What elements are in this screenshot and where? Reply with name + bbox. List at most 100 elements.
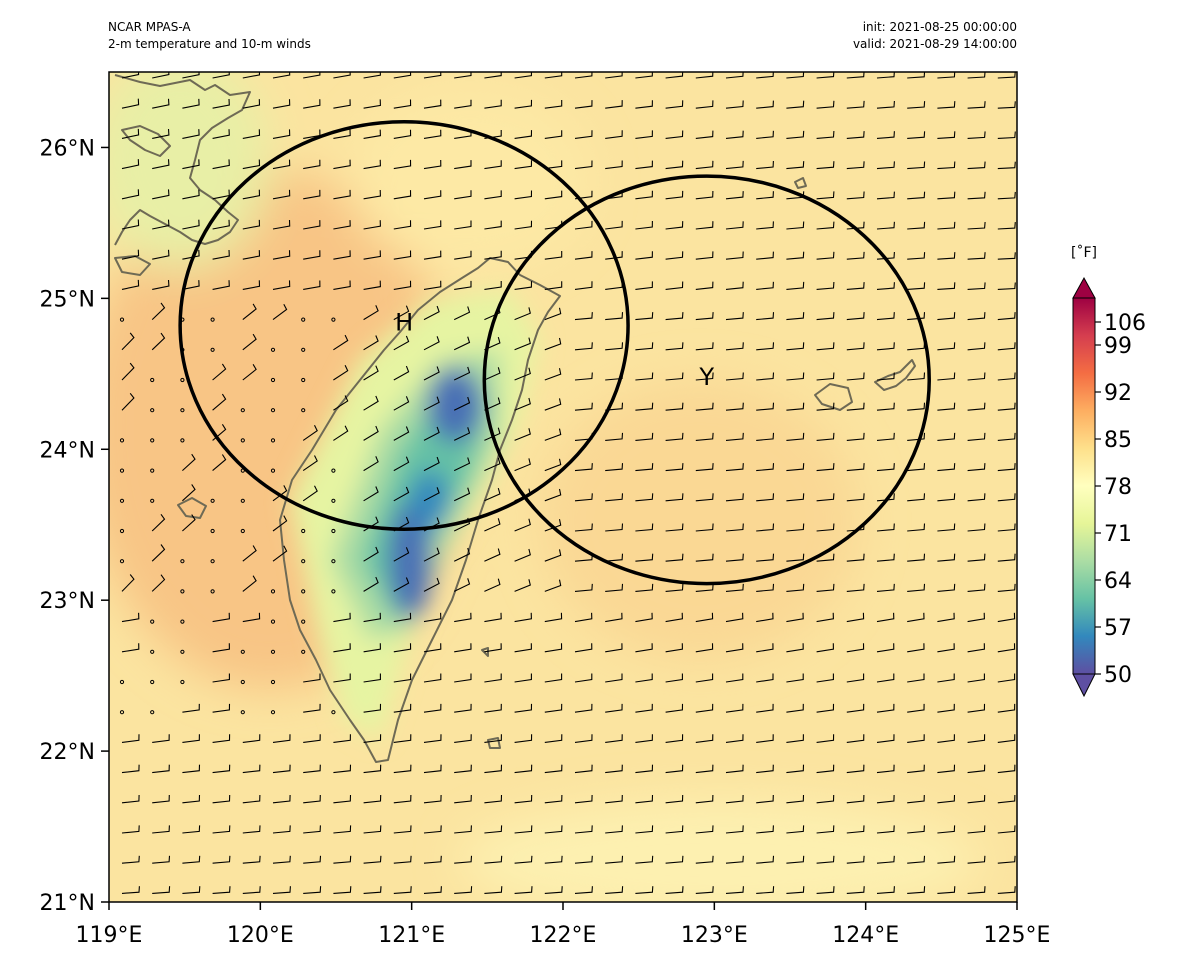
wind-barb xyxy=(393,855,412,864)
calm-wind-marker xyxy=(210,528,215,534)
wind-barb xyxy=(816,130,835,139)
wind-barb xyxy=(907,191,926,200)
wind-barb xyxy=(876,342,895,351)
wind-barb xyxy=(121,362,135,381)
wind-barb xyxy=(997,252,1016,260)
wind-barb xyxy=(514,794,533,804)
wind-barb xyxy=(846,553,865,562)
lat-tick-label: 22°N xyxy=(40,740,95,765)
wind-barb xyxy=(725,643,744,653)
wind-barb xyxy=(605,734,623,743)
wind-barb xyxy=(695,673,714,683)
wind-barb xyxy=(907,553,926,562)
wind-barb xyxy=(605,703,623,713)
wind-barb xyxy=(816,825,835,834)
wind-barb xyxy=(121,734,140,743)
wind-barb xyxy=(907,252,926,260)
wind-barb xyxy=(635,100,653,109)
wind-barb xyxy=(725,825,744,834)
wind-barb xyxy=(907,493,926,502)
wind-barb xyxy=(242,303,257,321)
wind-barb xyxy=(665,583,684,592)
wind-barb xyxy=(967,734,986,743)
wind-barb xyxy=(574,72,593,79)
wind-barb xyxy=(725,342,744,351)
wind-barb xyxy=(423,456,440,472)
wind-barb xyxy=(393,886,412,894)
wind-barb xyxy=(786,855,805,864)
wind-barb xyxy=(272,219,291,230)
calm-wind-marker xyxy=(210,317,215,322)
wind-barb xyxy=(816,161,835,170)
wind-barb xyxy=(484,578,501,592)
wind-barb xyxy=(635,612,653,623)
wind-barb xyxy=(937,72,956,79)
wind-barb xyxy=(212,612,230,623)
init-time: init: 2021-08-25 00:00:00 xyxy=(862,20,1017,34)
wind-barb xyxy=(514,518,531,532)
wind-barb xyxy=(816,734,835,743)
wind-barb xyxy=(605,342,624,351)
wind-barb xyxy=(876,855,895,864)
wind-barb xyxy=(907,101,926,109)
wind-barb xyxy=(605,100,623,109)
wind-barb xyxy=(816,643,834,653)
wind-barb xyxy=(484,397,501,411)
wind-barb xyxy=(786,432,805,441)
colorbar-tick-label: 85 xyxy=(1104,428,1132,453)
wind-barb xyxy=(695,281,714,290)
wind-barb xyxy=(333,643,351,653)
wind-barb xyxy=(786,734,804,743)
wind-barb xyxy=(423,159,442,170)
wind-barb xyxy=(605,130,623,139)
wind-barb xyxy=(937,612,955,623)
wind-barb xyxy=(846,342,865,351)
wind-barb xyxy=(333,334,349,351)
calm-wind-marker xyxy=(301,589,306,594)
wind-barb xyxy=(363,129,381,139)
wind-barb xyxy=(363,546,379,562)
wind-barb xyxy=(363,734,382,743)
lon-tick-label: 122°E xyxy=(530,923,597,948)
wind-barb xyxy=(695,342,714,351)
wind-barb xyxy=(635,643,653,653)
wind-barb xyxy=(484,427,501,441)
wind-barb xyxy=(182,189,200,200)
wind-barb xyxy=(514,130,533,139)
wind-barb xyxy=(484,220,502,230)
calm-wind-marker xyxy=(210,347,215,352)
analysis-circles: HY xyxy=(178,120,931,586)
wind-barb xyxy=(454,794,472,804)
calm-wind-marker xyxy=(331,498,336,503)
wind-barb xyxy=(816,612,834,623)
wind-barb xyxy=(514,825,533,834)
wind-barb xyxy=(846,131,865,139)
wind-barb xyxy=(665,612,683,623)
wind-barb xyxy=(212,363,227,381)
wind-barb xyxy=(484,764,503,774)
wind-barb xyxy=(182,855,201,864)
calm-wind-marker xyxy=(240,710,245,715)
wind-barb xyxy=(303,764,321,774)
wind-barb xyxy=(937,312,956,321)
wind-barb xyxy=(514,612,532,623)
wind-barb xyxy=(967,131,986,139)
wind-barb xyxy=(393,72,412,79)
wind-barb xyxy=(907,703,925,713)
wind-barb xyxy=(333,99,351,109)
wind-barb xyxy=(635,312,654,321)
wind-barb xyxy=(423,487,440,502)
wind-barb xyxy=(333,855,352,864)
wind-barb xyxy=(182,249,200,260)
wind-barb xyxy=(786,886,805,894)
wind-barb xyxy=(363,764,382,774)
wind-barb xyxy=(967,612,985,623)
wind-barb xyxy=(544,794,563,804)
wind-barb xyxy=(635,372,654,381)
wind-barb xyxy=(484,336,501,351)
wind-barb xyxy=(242,734,261,743)
wind-barb xyxy=(937,583,956,592)
wind-barb xyxy=(997,432,1016,441)
wind-barb xyxy=(544,734,563,743)
